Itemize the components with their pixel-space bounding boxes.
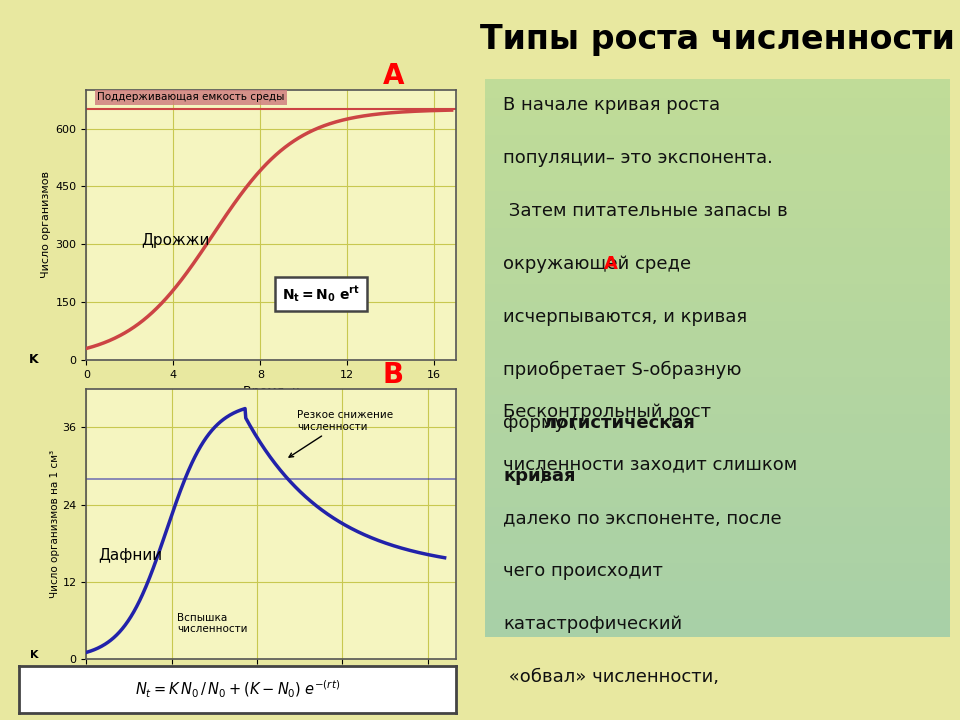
Bar (485, 600, 950, 618)
Text: $\mathbf{N_t = N_0\ e^{rt}}$: $\mathbf{N_t = N_0\ e^{rt}}$ (282, 284, 360, 305)
Text: Дафнии: Дафнии (98, 549, 162, 564)
Text: А: А (604, 255, 617, 273)
Text: чего происходит: чего происходит (503, 562, 663, 580)
Bar (485, 451, 950, 469)
Bar (485, 488, 950, 507)
Bar (485, 340, 950, 358)
Text: далеко по экспоненте, после: далеко по экспоненте, после (503, 509, 782, 527)
Bar (485, 284, 950, 302)
Text: численности заходит слишком: численности заходит слишком (503, 456, 798, 474)
Text: A: A (382, 63, 404, 91)
Text: Бесконтрольный рост: Бесконтрольный рост (503, 403, 711, 420)
Bar (485, 98, 950, 117)
Text: Резкое снижение
численности: Резкое снижение численности (289, 410, 393, 457)
Bar (485, 246, 950, 265)
Bar (485, 228, 950, 246)
Text: B: B (383, 361, 404, 390)
Bar (485, 526, 950, 544)
Bar (485, 153, 950, 172)
Bar (485, 302, 950, 321)
Text: $N_t = K\,N_0\,/\,N_0 + (K-N_0)\;e^{-(rt)}$: $N_t = K\,N_0\,/\,N_0 + (K-N_0)\;e^{-(rt… (135, 679, 340, 700)
Bar (485, 210, 950, 228)
Text: Затем питательные запасы в: Затем питательные запасы в (503, 202, 788, 220)
Bar (485, 469, 950, 488)
Bar (485, 433, 950, 451)
Y-axis label: Число организмов на 1 см³: Число организмов на 1 см³ (50, 450, 60, 598)
Bar (485, 414, 950, 433)
Text: кривая: кривая (503, 467, 576, 485)
Text: логистическая: логистическая (543, 414, 695, 432)
Bar (485, 191, 950, 210)
X-axis label: Время, дни: Время, дни (234, 684, 308, 697)
Text: приобретает S-образную: приобретает S-образную (503, 361, 742, 379)
Text: форму (: форму ( (503, 414, 578, 432)
Bar (485, 582, 950, 600)
Text: катастрофический: катастрофический (503, 615, 683, 633)
Text: Вспышка
численности: Вспышка численности (178, 613, 248, 634)
Text: «обвал» численности,: «обвал» численности, (503, 668, 719, 686)
Text: Типы роста численности: Типы роста численности (480, 23, 955, 56)
Bar (485, 377, 950, 395)
Bar (485, 507, 950, 526)
Y-axis label: Число организмов: Число организмов (41, 171, 52, 279)
Bar (485, 79, 950, 98)
Text: Поддерживающая емкость среды: Поддерживающая емкость среды (97, 92, 285, 102)
Bar (485, 321, 950, 340)
Text: Дрожжи: Дрожжи (141, 233, 209, 248)
Bar (485, 544, 950, 563)
Bar (485, 265, 950, 284)
Text: окружающей среде: окружающей среде (503, 255, 697, 273)
Bar (485, 117, 950, 135)
Text: исчерпываются, и кривая: исчерпываются, и кривая (503, 308, 748, 326)
Bar (485, 172, 950, 191)
Text: В начале кривая роста: В начале кривая роста (503, 96, 721, 114)
Text: ).: ). (539, 467, 551, 485)
Text: K: K (29, 353, 38, 366)
Bar (485, 135, 950, 153)
Bar (485, 563, 950, 582)
X-axis label: Время, ч: Время, ч (243, 385, 300, 398)
Bar (485, 359, 950, 377)
Text: популяции– это экспонента.: популяции– это экспонента. (503, 149, 774, 167)
Bar (485, 618, 950, 637)
Bar (485, 395, 950, 414)
Text: K: K (30, 649, 38, 660)
